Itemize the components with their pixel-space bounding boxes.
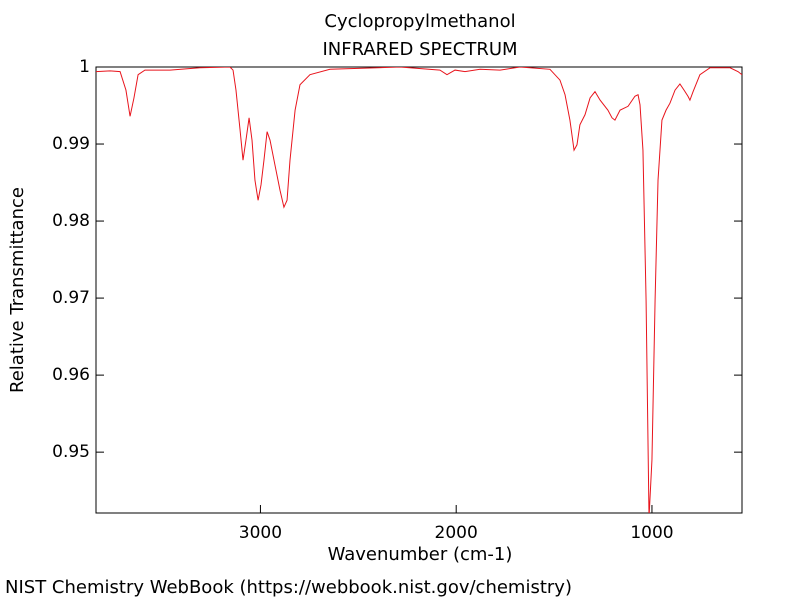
y-tick-label: 0.96 bbox=[52, 365, 90, 385]
y-tick-label: 0.97 bbox=[52, 288, 90, 308]
x-tick-label: 3000 bbox=[239, 523, 282, 543]
source-note: NIST Chemistry WebBook (https://webbook.… bbox=[5, 577, 572, 598]
chart-title: Cyclopropylmethanol bbox=[324, 11, 515, 32]
x-tick-label: 1000 bbox=[630, 523, 673, 543]
y-tick-label: 1 bbox=[79, 57, 90, 77]
y-tick-label: 0.95 bbox=[52, 442, 90, 462]
y-axis-label: Relative Transmittance bbox=[7, 187, 28, 393]
y-tick-label: 0.99 bbox=[52, 134, 90, 154]
y-tick-label: 0.98 bbox=[52, 211, 90, 231]
x-axis-label: Wavenumber (cm-1) bbox=[328, 544, 513, 565]
x-tick-label: 2000 bbox=[435, 523, 478, 543]
spectrum-line bbox=[96, 67, 742, 513]
chart-subtitle: INFRARED SPECTRUM bbox=[322, 39, 517, 60]
plot-frame bbox=[95, 66, 743, 514]
